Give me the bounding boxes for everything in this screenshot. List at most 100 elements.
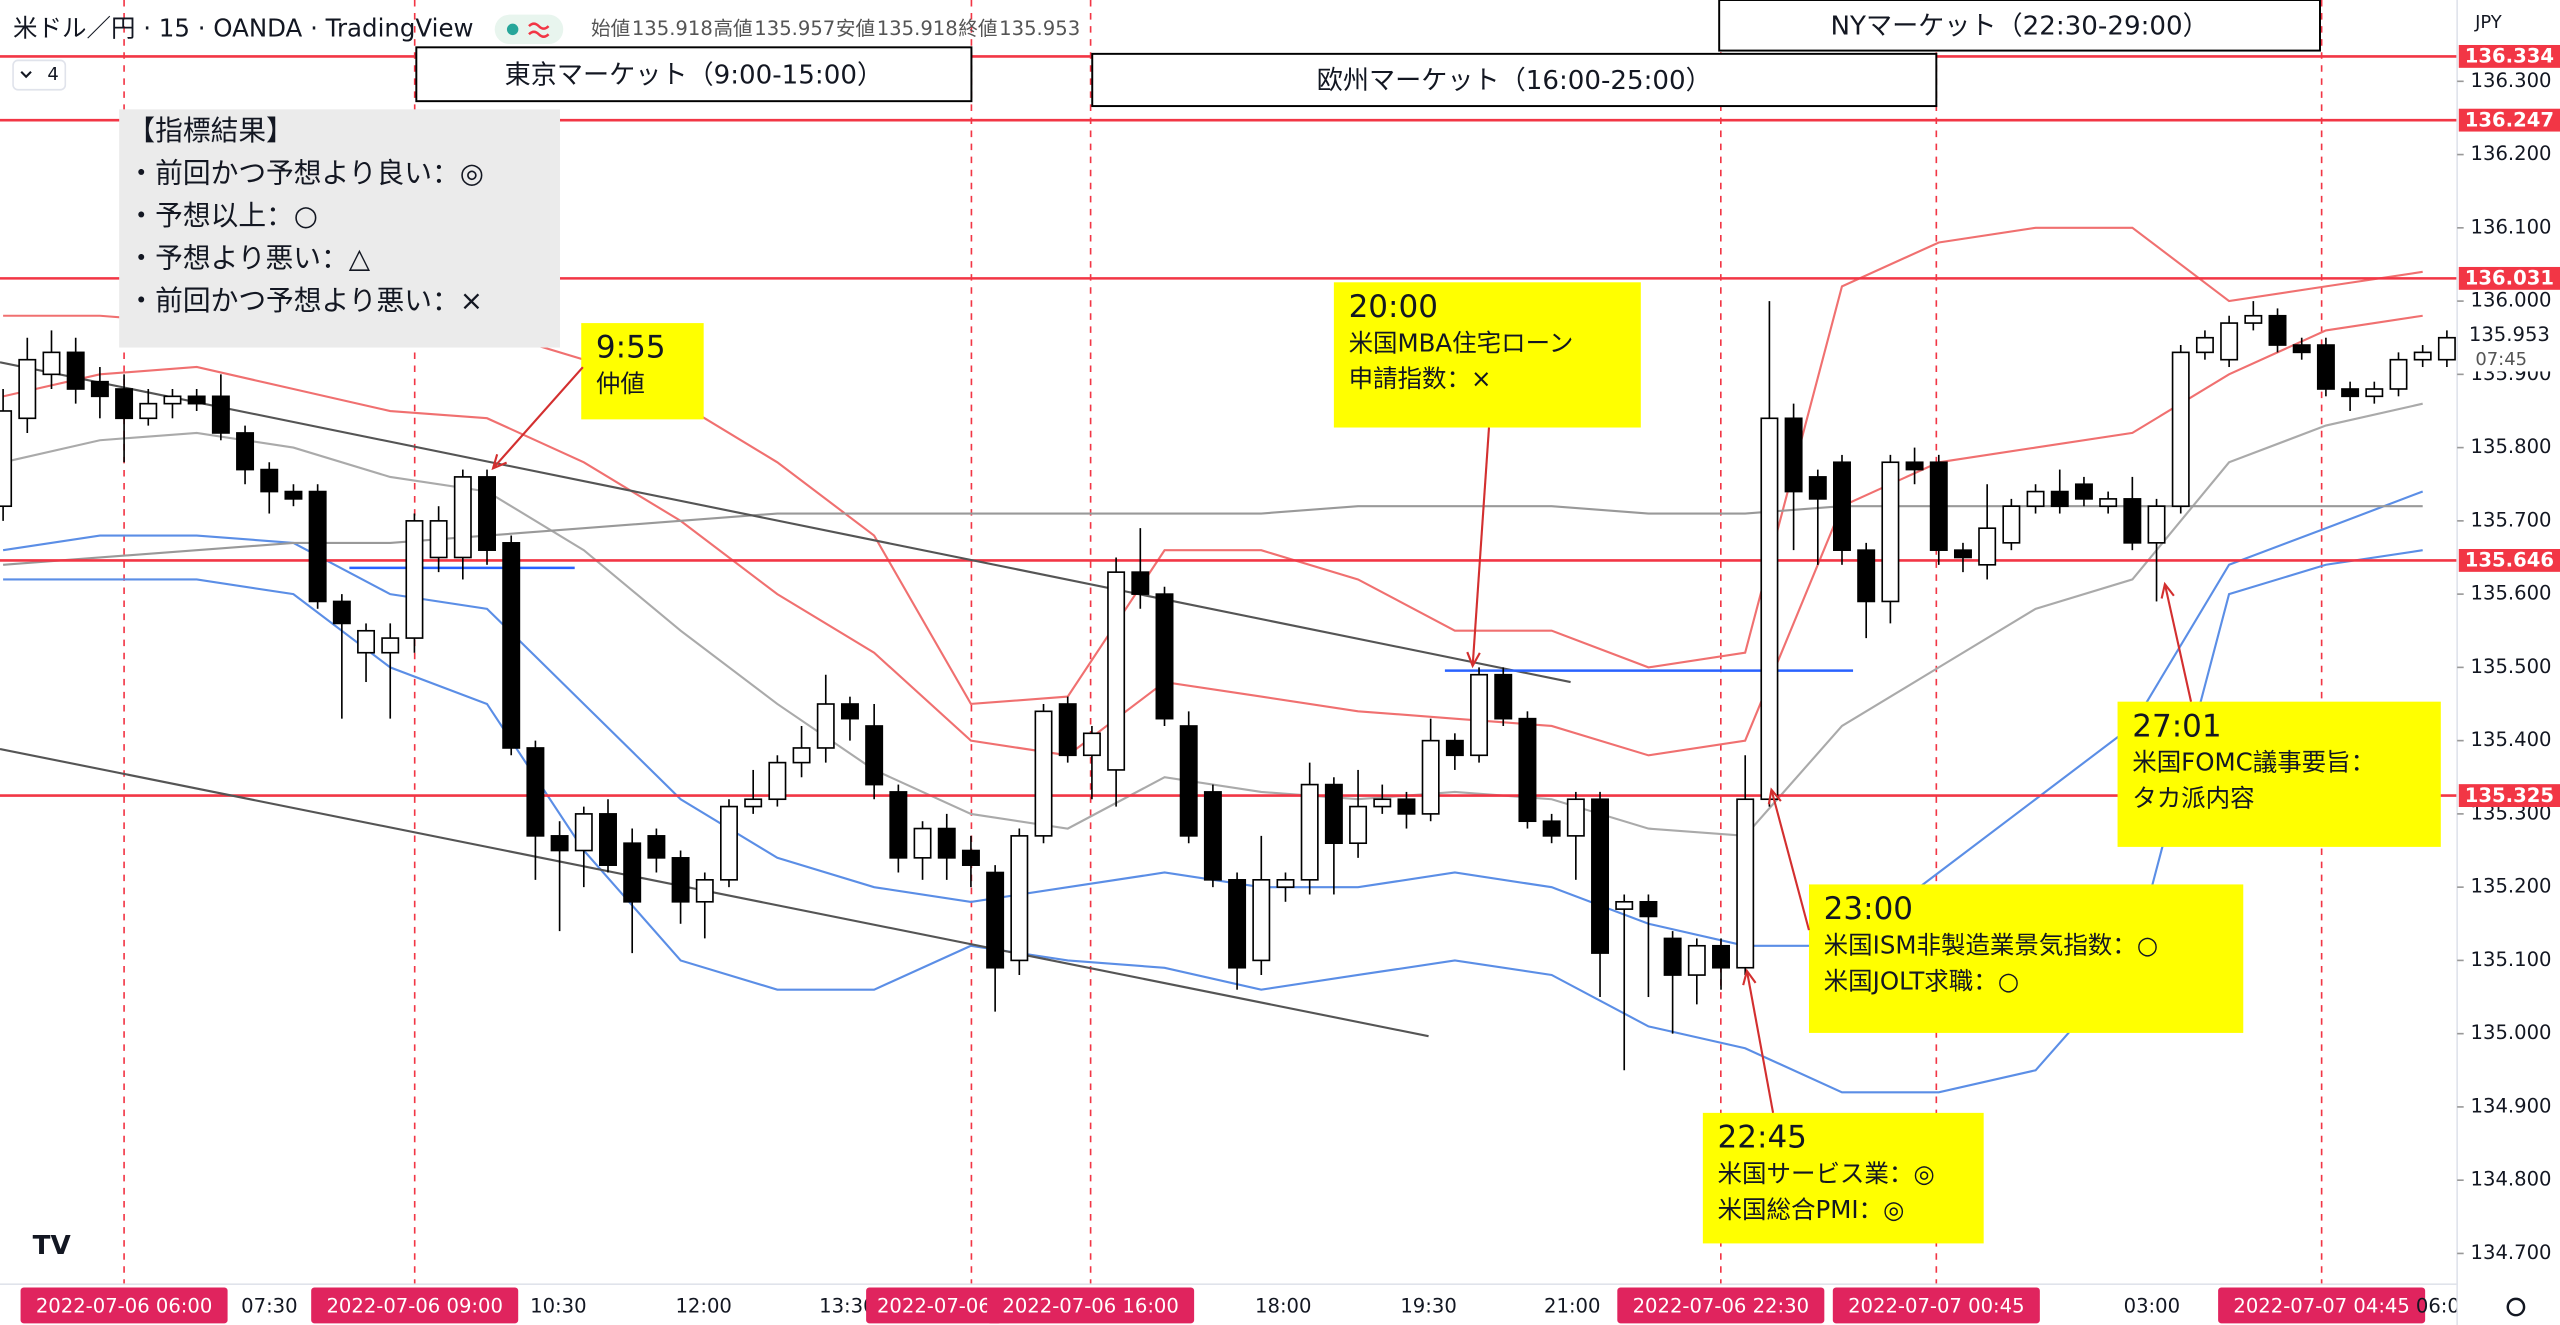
candle-body <box>792 747 811 764</box>
candle-body <box>2050 490 2069 508</box>
currency: JPY <box>2474 12 2502 33</box>
candle-body <box>1107 571 1126 771</box>
candle-body <box>1542 820 1561 837</box>
candle-body <box>211 395 230 434</box>
candle-body <box>1155 593 1174 720</box>
arrow-head <box>1466 651 1481 669</box>
arrow-head <box>2160 581 2175 599</box>
annotation-time: 27:01 <box>2132 708 2221 744</box>
candle-body <box>1082 732 1101 757</box>
candle-body <box>1784 417 1803 493</box>
y-tick-label: 136.100 <box>2471 215 2552 238</box>
candle-body <box>1445 739 1464 757</box>
ohlc-value: 135.957 <box>754 17 835 40</box>
annotation-box <box>1702 1112 1984 1244</box>
candle-body <box>1010 835 1029 962</box>
candle-body <box>1760 417 1779 801</box>
candle-body <box>671 857 690 903</box>
level-label: 136.334 <box>2465 45 2554 68</box>
y-tick-label: 135.600 <box>2471 582 2552 605</box>
candle-body <box>2316 344 2335 390</box>
candle-body <box>2147 505 2166 544</box>
y-tick-label: 136.200 <box>2471 142 2552 165</box>
results-line: ・予想以上：○ <box>127 199 318 232</box>
candle-body <box>2389 358 2408 390</box>
level-label: 135.646 <box>2465 549 2554 572</box>
trendline <box>0 361 1571 684</box>
y-tick-label: 135.500 <box>2471 655 2552 678</box>
candle-body <box>163 395 182 405</box>
candle-body <box>1518 717 1537 823</box>
session-box <box>1718 0 2321 52</box>
candle-body <box>308 490 327 603</box>
time-label: 2022-07-06 16:00 <box>1002 1295 1178 1318</box>
annotation-text: 米国ISM非製造業景気指数：○ <box>1824 930 2158 959</box>
level-label-bg <box>2458 108 2560 132</box>
annotation-arrow <box>1745 970 1775 1114</box>
candle-body <box>1978 527 1997 566</box>
y-tick-label: 135.200 <box>2471 875 2552 898</box>
results-line: ・前回かつ予想より悪い：× <box>127 284 483 317</box>
candle-body <box>1252 879 1271 962</box>
annotation-arrow <box>1770 789 1811 931</box>
candle-body <box>2220 322 2239 361</box>
candle-body <box>453 476 472 559</box>
ohlc-value: 135.918 <box>877 17 958 40</box>
candle-body <box>357 629 376 654</box>
status-dot <box>506 23 519 36</box>
candles <box>0 301 2456 1071</box>
candle-body <box>478 476 496 551</box>
indicator-count: 4 <box>47 64 58 85</box>
time-label: 12:00 <box>675 1295 731 1318</box>
candle-body <box>913 827 932 859</box>
candle-body <box>139 402 158 420</box>
candle-body <box>961 849 980 866</box>
results-line: ・予想より悪い：△ <box>127 241 370 274</box>
time-label: 2022-07-07 04:45 <box>2233 1295 2409 1318</box>
y-tick-label: 135.700 <box>2471 508 2552 531</box>
time-label-bg <box>2218 1287 2426 1324</box>
results-line: 【指標結果】 <box>127 114 293 147</box>
level-label-bg <box>2458 784 2560 807</box>
indicator-toggle[interactable] <box>12 59 67 91</box>
y-tick-label: 135.300 <box>2471 801 2552 824</box>
chevron <box>20 71 32 79</box>
candle-body <box>647 835 666 859</box>
candle-body <box>1905 461 1924 471</box>
candle-body <box>1808 476 1827 500</box>
band-line <box>2 314 2423 757</box>
level-label: 136.247 <box>2465 108 2554 131</box>
level-label: 135.325 <box>2465 784 2554 807</box>
candle-body <box>1397 798 1416 815</box>
annotation-box <box>581 323 704 420</box>
candle-body <box>1929 461 1948 551</box>
candle-body <box>550 835 569 852</box>
candle-body <box>0 410 13 508</box>
candle-body <box>695 879 714 903</box>
arrow-head <box>1767 787 1782 805</box>
time-label: 13:30 <box>819 1295 875 1318</box>
level-label-bg <box>2458 548 2560 572</box>
candle-body <box>1736 798 1755 969</box>
candle-body <box>1615 900 1634 910</box>
candle-body <box>1373 798 1392 808</box>
band-line <box>2 402 2423 837</box>
ohlc-label: 安値 <box>836 17 875 40</box>
ohlc-value: 135.918 <box>632 17 713 40</box>
session-label: 欧州マーケット（16:00-25:00） <box>1317 66 1712 96</box>
settings-icon[interactable] <box>2506 1297 2526 1317</box>
session-label: NYマーケット（22:30-29:00） <box>1830 11 2208 41</box>
time-label: 07:30 <box>241 1295 297 1318</box>
time-label-bg <box>1617 1287 1825 1324</box>
candle-body <box>1494 673 1513 720</box>
candle-body <box>574 813 593 852</box>
time-label: 2022-07-06 06:00 <box>36 1295 212 1318</box>
candle-body <box>2195 336 2214 354</box>
y-tick-label: 135.000 <box>2471 1021 2552 1044</box>
candle-body <box>66 351 85 390</box>
candle-body <box>2074 483 2093 500</box>
candle-body <box>986 871 1005 969</box>
annotation-text: 米国FOMC議事要旨： <box>2132 748 2375 777</box>
candle-body <box>1228 879 1247 969</box>
